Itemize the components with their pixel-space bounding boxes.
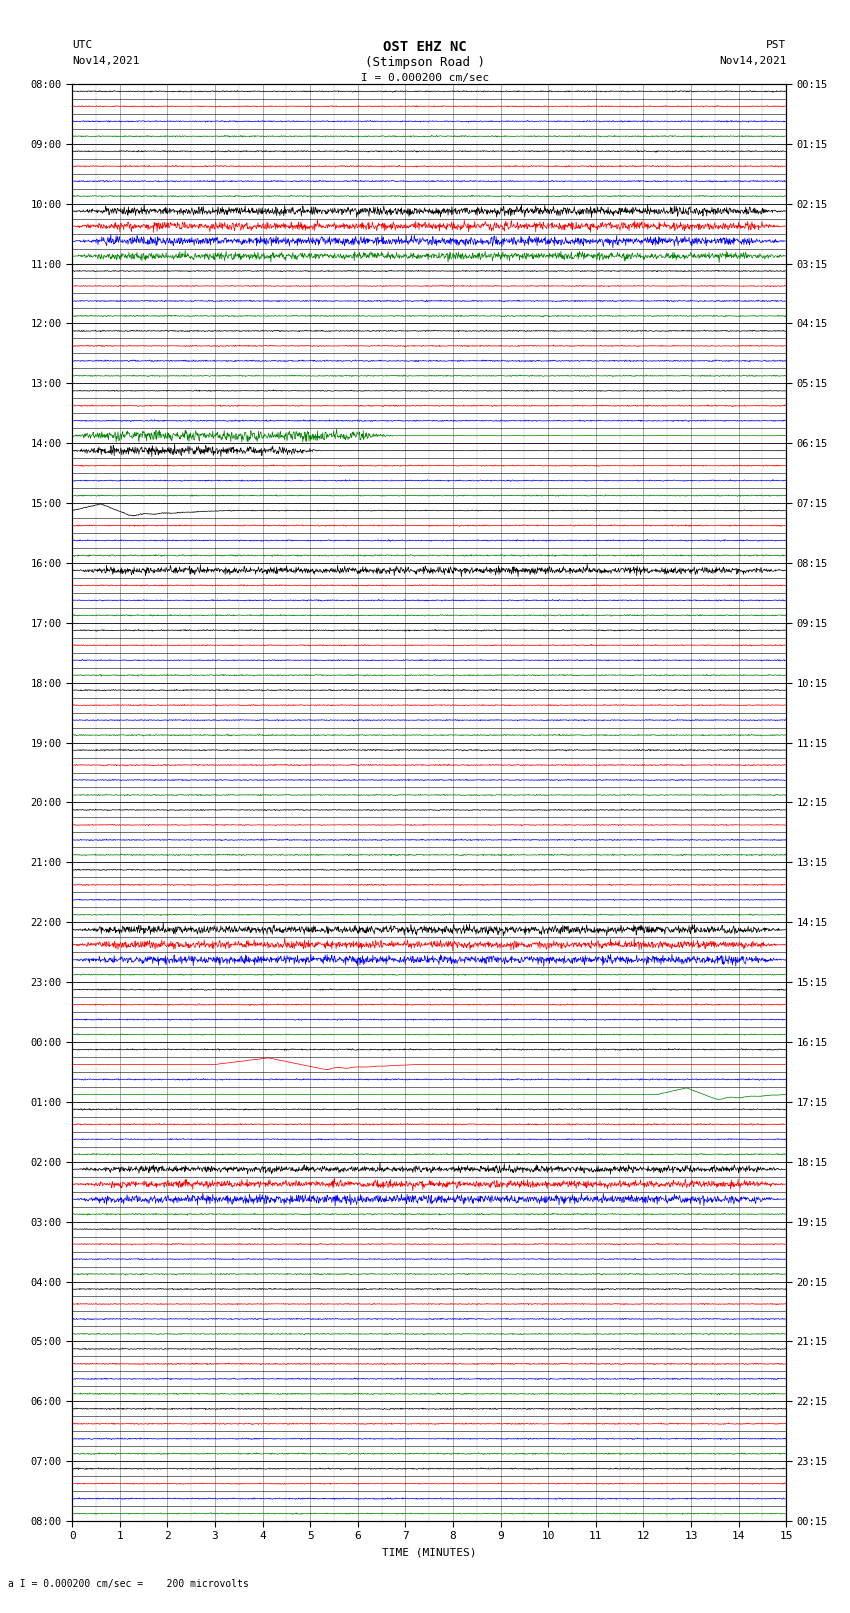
X-axis label: TIME (MINUTES): TIME (MINUTES): [382, 1547, 477, 1557]
Text: PST: PST: [766, 40, 786, 50]
Text: Nov14,2021: Nov14,2021: [719, 56, 786, 66]
Text: Nov14,2021: Nov14,2021: [72, 56, 139, 66]
Text: UTC: UTC: [72, 40, 93, 50]
Text: a I = 0.000200 cm/sec =    200 microvolts: a I = 0.000200 cm/sec = 200 microvolts: [8, 1579, 249, 1589]
Text: (Stimpson Road ): (Stimpson Road ): [365, 56, 485, 69]
Text: OST EHZ NC: OST EHZ NC: [383, 40, 467, 55]
Text: I = 0.000200 cm/sec: I = 0.000200 cm/sec: [361, 73, 489, 82]
